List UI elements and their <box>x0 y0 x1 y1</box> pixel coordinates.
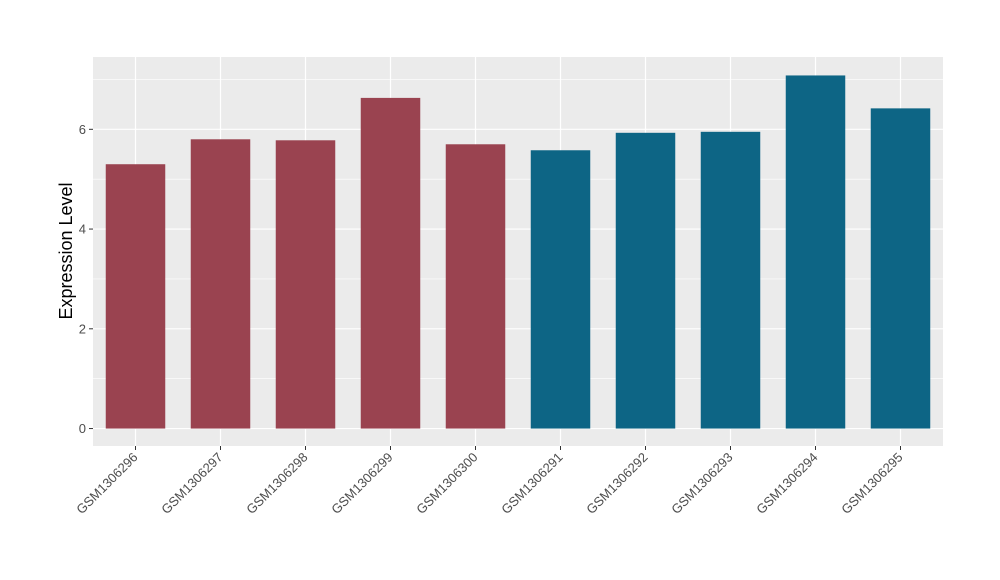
bar-GSM1306293 <box>700 131 761 429</box>
y-tick-label: 4 <box>79 222 86 237</box>
x-tick-label: GSM1306296 <box>73 450 140 517</box>
bar-GSM1306291 <box>530 150 591 429</box>
x-tick-label: GSM1306297 <box>158 450 225 517</box>
bar-GSM1306297 <box>190 139 251 429</box>
x-tick-label: GSM1306293 <box>668 450 735 517</box>
x-axis: GSM1306296 GSM1306297 GSM1306298 GSM1306299… <box>73 446 906 517</box>
y-tick-label: 0 <box>79 421 86 436</box>
x-tick-label: GSM1306291 <box>498 450 565 517</box>
y-axis: 0 2 4 6 <box>79 122 93 436</box>
x-tick-label: GSM1306294 <box>753 450 820 517</box>
y-axis-title: Expression Level <box>56 182 76 319</box>
x-tick-label: GSM1306295 <box>838 450 905 517</box>
y-tick-label: 6 <box>79 122 86 137</box>
bars <box>105 75 931 429</box>
x-tick-label: GSM1306292 <box>583 450 650 517</box>
bar-GSM1306300 <box>445 144 506 429</box>
x-tick-label: GSM1306300 <box>413 450 480 517</box>
x-tick-label: GSM1306298 <box>243 450 310 517</box>
x-tick-label: GSM1306299 <box>328 450 395 517</box>
bar-GSM1306299 <box>360 97 421 429</box>
bar-GSM1306296 <box>105 164 166 429</box>
bar-GSM1306292 <box>615 132 676 429</box>
bar-GSM1306294 <box>785 75 846 429</box>
y-tick-label: 2 <box>79 321 86 336</box>
bar-GSM1306295 <box>870 108 931 429</box>
bar-GSM1306298 <box>275 140 336 429</box>
